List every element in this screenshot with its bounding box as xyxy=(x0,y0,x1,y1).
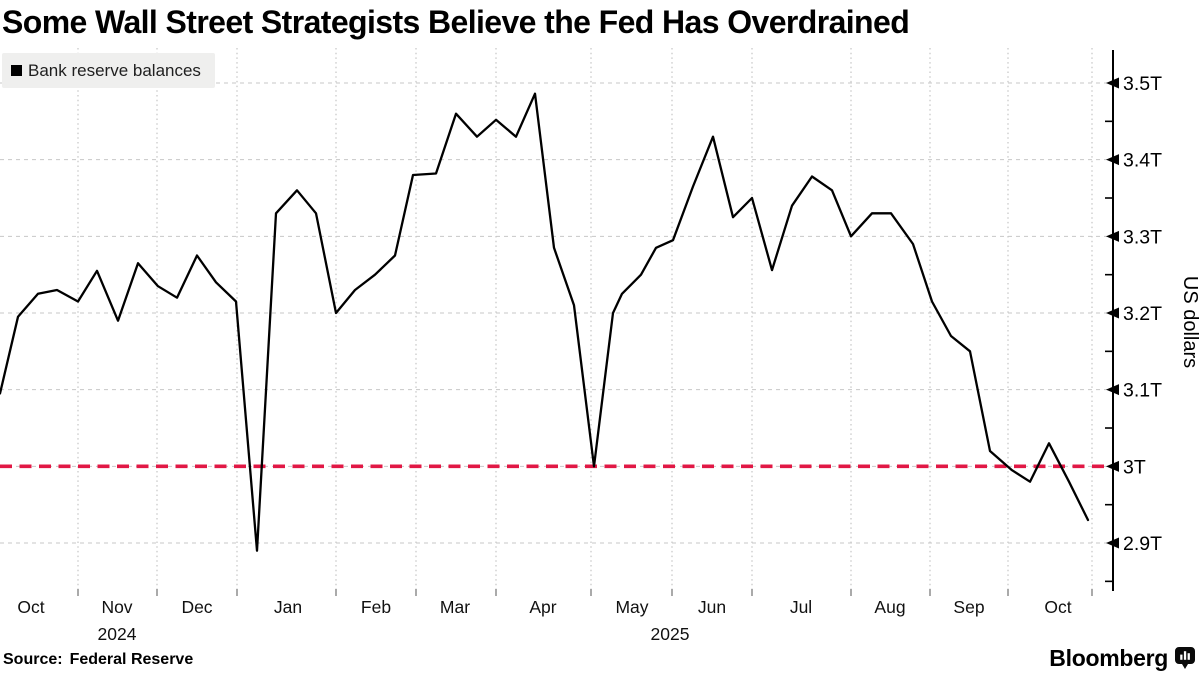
y-major-tick xyxy=(1106,230,1119,242)
y-gridlines xyxy=(0,82,1113,544)
x-year-labels: 2024 2025 xyxy=(98,624,690,644)
legend-swatch xyxy=(11,65,22,76)
x-month-label: Oct xyxy=(17,597,44,617)
source-value: Federal Reserve xyxy=(69,651,194,668)
x-month-label: Jun xyxy=(698,597,726,617)
y-minor-ticks xyxy=(1105,120,1113,583)
x-month-label: Apr xyxy=(529,597,556,617)
bloomberg-wordmark: Bloomberg xyxy=(1049,645,1168,671)
x-month-label: Jan xyxy=(274,597,302,617)
y-tick-label: 3T xyxy=(1123,456,1146,478)
x-month-labels: Oct Nov Dec Jan Feb Mar Apr May Jun Jul Aug Sep Oct xyxy=(17,597,1071,617)
bloomberg-branding: Bloomberg xyxy=(1049,645,1196,672)
x-month-label: Nov xyxy=(101,597,132,617)
y-major-tick xyxy=(1106,384,1119,396)
legend-label: Bank reserve balances xyxy=(28,60,201,80)
y-tick-label: 3.1T xyxy=(1123,380,1162,402)
y-major-tick xyxy=(1106,307,1119,319)
x-year-label: 2024 xyxy=(98,624,137,644)
x-boundary-ticks xyxy=(77,589,1093,596)
reserves-line xyxy=(0,92,1090,552)
chart-title: Some Wall Street Strategists Believe the… xyxy=(2,4,910,40)
y-axis-title: US dollars xyxy=(1179,276,1200,368)
x-year-label: 2025 xyxy=(651,624,690,644)
y-tick-labels: 3.5T 3.4T 3.3T 3.2T 3.1T 3T 2.9T xyxy=(1106,73,1162,555)
source-row: Source: Federal Reserve xyxy=(3,651,193,669)
x-gridlines xyxy=(77,48,1093,593)
x-month-label: Feb xyxy=(361,597,391,617)
source-label: Source: xyxy=(3,651,63,668)
x-month-label: May xyxy=(615,597,648,617)
y-major-tick xyxy=(1106,537,1119,549)
legend-chip: Bank reserve balances xyxy=(2,53,215,88)
x-month-label: Aug xyxy=(874,597,905,617)
y-tick-label: 3.2T xyxy=(1123,303,1162,325)
x-month-label: Sep xyxy=(953,597,984,617)
y-tick-label: 2.9T xyxy=(1123,533,1162,555)
y-major-tick xyxy=(1106,77,1119,89)
bloomberg-terminal-icon xyxy=(1175,647,1195,669)
x-month-label: Mar xyxy=(440,597,470,617)
x-month-label: Jul xyxy=(790,597,812,617)
y-major-tick xyxy=(1106,460,1119,472)
x-month-label: Oct xyxy=(1044,597,1071,617)
y-tick-label: 3.4T xyxy=(1123,150,1162,172)
x-month-label: Dec xyxy=(181,597,212,617)
y-tick-label: 3.3T xyxy=(1123,226,1162,248)
y-major-tick xyxy=(1106,154,1119,166)
y-tick-label: 3.5T xyxy=(1123,73,1162,95)
